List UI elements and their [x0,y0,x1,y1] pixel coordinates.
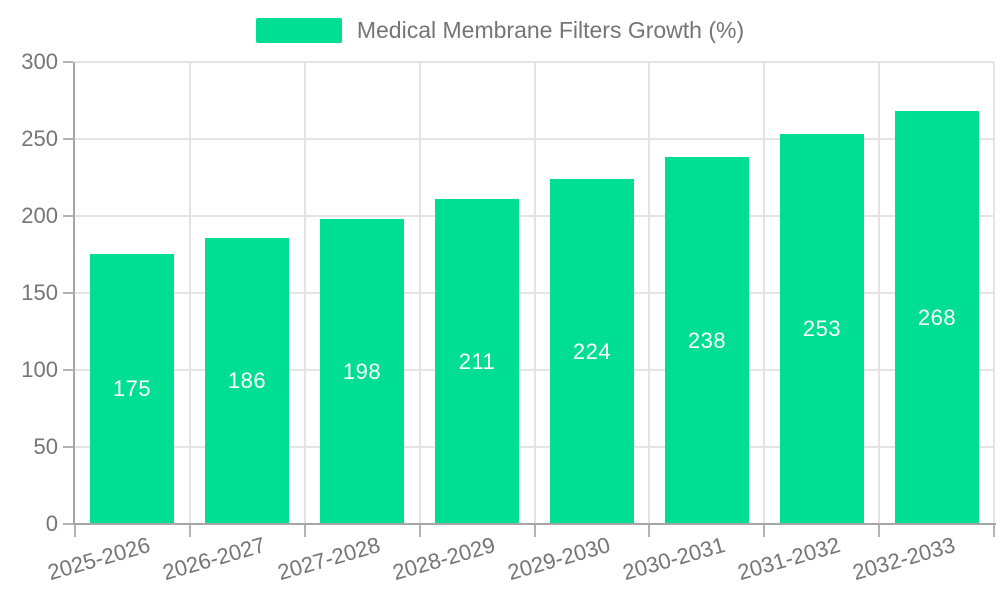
y-axis-label: 300 [21,49,58,74]
x-axis-tick [74,525,76,537]
y-axis-label: 200 [21,203,58,228]
legend-swatch[interactable] [255,18,342,43]
bar-value-label: 211 [458,348,496,374]
bar-2028-2029[interactable]: 211 [435,199,519,524]
x-axis-tick [533,525,536,537]
v-gridline [303,62,306,524]
y-axis-label: 150 [21,280,58,305]
bar-value-label: 268 [917,304,957,330]
bar-2029-2030[interactable]: 224 [550,179,634,524]
x-axis-label-2028-2029: 2028-2029 [389,532,498,586]
bar-2026-2027[interactable]: 186 [205,238,289,524]
x-axis-tick [303,525,306,537]
v-gridline [418,62,421,524]
x-axis-tick [763,525,766,537]
y-axis-tick [63,215,73,217]
bar-value-label: 175 [112,376,152,401]
v-gridline [878,62,881,524]
x-axis-label-2031-2032: 2031-2032 [734,532,843,586]
bar-2032-2033[interactable]: 268 [895,111,979,524]
bar-value-label: 224 [572,338,612,364]
x-axis-tick [188,525,191,537]
bar-value-label: 186 [227,368,267,393]
y-axis-tick [63,61,73,63]
x-axis-label-2032-2033: 2032-2033 [849,532,958,586]
bar-2030-2031[interactable]: 238 [665,157,749,524]
y-axis-tick [63,292,73,294]
y-axis-label: 50 [33,434,58,459]
v-gridline [533,62,536,524]
x-axis-tick [648,525,651,537]
x-axis-label-2029-2030: 2029-2030 [504,532,613,586]
y-axis-tick [63,369,73,371]
x-axis-line [63,523,996,525]
bar-value-label: 253 [802,316,842,341]
x-axis-tick [878,525,881,537]
x-axis-label-2025-2026: 2025-2026 [44,532,153,586]
x-axis-tick [993,525,995,537]
y-axis-label: 100 [21,357,58,382]
x-axis-label-2030-2031: 2030-2031 [619,532,728,586]
plot-area: 175 186 198 211 224 238 253 268 [75,61,995,524]
v-gridline [648,62,651,524]
y-axis-label: 0 [45,511,58,536]
v-gridline [763,62,766,524]
y-axis-tick [63,138,73,140]
y-axis-tick [63,446,73,448]
bar-value-label: 238 [687,327,727,353]
bar-2027-2028[interactable]: 198 [320,219,404,524]
legend-item[interactable]: Medical Membrane Filters Growth (%) [0,18,1000,43]
x-axis-label-2026-2027: 2026-2027 [159,532,268,586]
v-gridline [993,62,995,524]
y-axis-tick [63,523,73,525]
x-axis-tick [418,525,421,537]
v-gridline [188,62,191,524]
legend-label[interactable]: Medical Membrane Filters Growth (%) [356,17,745,43]
bar-2025-2026[interactable]: 175 [90,254,174,524]
bar-2031-2032[interactable]: 253 [780,134,864,524]
y-axis-line [73,62,75,525]
y-axis-label: 250 [21,126,58,151]
bar-value-label: 198 [342,358,382,384]
x-axis-label-2027-2028: 2027-2028 [274,532,383,586]
